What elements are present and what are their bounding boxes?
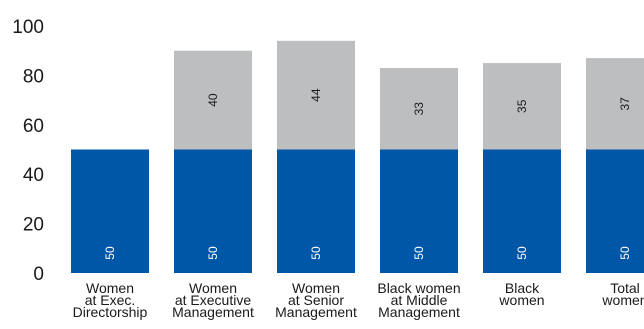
data-label: 35 [515,99,529,113]
y-axis: 0 20 40 60 80 100 [12,17,44,285]
data-label: 50 [309,246,323,260]
x-category-label: Black women [377,280,460,296]
y-tick-label: 40 [23,165,44,186]
x-category-label: Management [275,304,357,320]
bar-segment-top [380,67,458,150]
y-tick-label: 60 [23,116,44,137]
x-category-label: women [498,292,544,308]
bar-segment-top [483,63,561,150]
bar-segment-base [586,149,644,273]
data-label: 50 [515,246,529,260]
x-category-label: Total [610,280,640,296]
data-label: 50 [103,246,117,260]
x-category-label: women [601,292,644,308]
bar-segment-base [71,149,149,273]
x-category-label: at Middle [391,292,448,308]
bar-segment-base [277,149,355,273]
data-label: 33 [412,102,426,116]
bar-segment-top [586,58,644,150]
y-tick-label: 100 [12,17,44,38]
x-category-label: at Senior [288,292,344,308]
data-label: 50 [412,246,426,260]
y-tick-label: 0 [33,264,44,285]
x-category-label: Management [172,304,254,320]
data-label: 44 [309,88,323,102]
bar-segment-top [277,40,355,150]
bar-segment-base [380,149,458,273]
data-label: 40 [206,93,220,107]
y-tick-label: 20 [23,215,44,236]
bar-segment-base [174,149,252,273]
bar-segment-top [174,50,252,150]
data-label: 50 [618,246,632,260]
x-category-label: Directorship [73,304,148,320]
data-label: 37 [618,97,632,111]
bar-segment-base [483,149,561,273]
x-category-label: at Executive [175,292,251,308]
x-category-label: Women [292,280,340,296]
x-category-label: Women [86,280,134,296]
x-category-label: Management [378,304,460,320]
data-label: 50 [206,246,220,260]
x-category-label: Black [505,280,540,296]
bars: 50 50 40 50 44 50 33 50 35 50 37 [71,40,644,273]
x-category-label: at Exec. [85,292,136,308]
y-tick-label: 80 [23,66,44,87]
x-category-label: Women [189,280,237,296]
